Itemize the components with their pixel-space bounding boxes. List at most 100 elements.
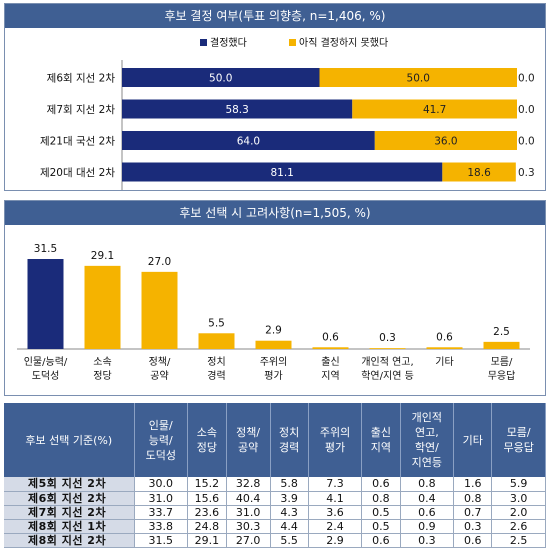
table-cell: 0.8 (361, 491, 401, 506)
bar (84, 265, 121, 349)
data-label: 0.3 (518, 167, 535, 179)
table-cell: 0.6 (361, 477, 401, 492)
factors-chart-title: 후보 선택 시 고려사항(n=1,505, %) (5, 201, 545, 225)
table-cell: 31.0 (134, 491, 189, 506)
table-cell: 24.8 (187, 519, 227, 534)
legend-label-1: 아직 결정하지 못했다 (299, 36, 388, 49)
table-cell: 33.7 (134, 505, 189, 520)
legend-swatch-0 (200, 39, 207, 46)
table-cell: 29.1 (187, 533, 227, 548)
criteria-table: 후보 선택 기준(%) 인물/능력/도덕성 소속 정당 정책/공약 정치 경력 주위의 평가 출신… (4, 403, 546, 548)
column-header: 주위의 평가 (308, 403, 363, 477)
criteria-table-panel: 후보 선택 기준(%) 인물/능력/도덕성 소속 정당 정책/공약 정치 경력 주위의 평가 출신… (4, 403, 546, 548)
bar-segment (319, 68, 517, 87)
bar-segment (122, 68, 320, 87)
factors-chart: 31.5 인물/능력/도덕성 29.1 소속 정당 27.0 정책/공약 5.5 정치 경력 2.9… (17, 243, 530, 382)
table-cell: 2.9 (308, 533, 363, 548)
table-cell: 4.3 (270, 505, 309, 520)
data-label: 36.0 (434, 136, 457, 148)
column-header: 개인적 연고, 학연/지연등 (400, 403, 455, 477)
column-header: 정책/공약 (226, 403, 271, 477)
category-label: 제20대 대선 2차 (40, 167, 115, 179)
data-label: 0.0 (518, 104, 535, 116)
data-label: 31.5 (34, 243, 57, 255)
table-cell: 2.6 (491, 519, 546, 534)
table-cell: 0.3 (400, 533, 455, 548)
category-label: 인물/능력/도덕성 (24, 356, 68, 382)
category-label: 정책/공약 (149, 356, 171, 382)
column-header: 소속 정당 (187, 403, 227, 477)
category-label: 소속 정당 (93, 356, 111, 382)
data-label: 81.1 (270, 167, 293, 179)
bar (312, 347, 349, 349)
data-label: 50.0 (407, 73, 430, 85)
bar (426, 347, 463, 349)
table-row: 제8회 지선 2차 31.5 29.1 27.0 5.5 2.9 0.6 0.3 0.6 2.5 (4, 533, 546, 548)
row-label: 제6회 지선 2차 (4, 491, 135, 506)
category-label: 제6회 지선 2차 (47, 73, 116, 85)
table-cell: 0.6 (361, 533, 401, 548)
bar-segment (352, 99, 517, 119)
table-cell: 27.0 (226, 533, 271, 548)
table-cell: 7.3 (308, 477, 363, 492)
table-cell: 3.9 (270, 491, 309, 506)
table-cell: 0.5 (361, 519, 401, 534)
data-label: 2.9 (265, 325, 282, 337)
bar-segment (122, 99, 353, 119)
table-cell: 4.1 (308, 491, 363, 506)
decision-chart-panel: 후보 결정 여부(투표 의향층, n=1,406, %) 결정했다 아직 결정하지… (4, 3, 546, 220)
table-row: 제6회 지선 2차 31.0 15.6 40.4 3.9 4.1 0.8 0.4 0.8 3.0 (4, 491, 546, 506)
table-row: 제7회 지선 2차 33.7 23.6 31.0 4.3 3.6 0.5 0.6 0.7 2.0 (4, 505, 546, 520)
legend-swatch-1 (289, 39, 296, 46)
row-label: 제5회 지선 2차 (4, 477, 135, 492)
legend-label-0: 결정했다 (210, 36, 247, 49)
table-cell: 5.8 (270, 477, 309, 492)
table-cell: 0.8 (453, 491, 493, 506)
column-header: 출신 지역 (361, 403, 401, 477)
table-cell: 0.4 (400, 491, 455, 506)
data-label: 27.0 (148, 256, 171, 268)
table-header-row: 후보 선택 기준(%) 인물/능력/도덕성 소속 정당 정책/공약 정치 경력 주위의 평가 출신… (4, 403, 546, 477)
table-cell: 33.8 (134, 519, 189, 534)
bar (255, 340, 292, 349)
table-cell: 3.6 (308, 505, 363, 520)
table-cell: 1.6 (453, 477, 493, 492)
data-label: 41.7 (423, 104, 446, 116)
category-label: 제21대 국선 2차 (40, 136, 115, 148)
table-cell: 0.8 (400, 477, 455, 492)
table-cell: 2.4 (308, 519, 363, 534)
table-cell: 30.3 (226, 519, 271, 534)
category-label: 주위의 평가 (260, 355, 288, 382)
category-label: 개인적 연고, 학연/지연 등 (361, 356, 414, 382)
data-label: 64.0 (237, 136, 260, 148)
category-label: 정치 경력 (207, 356, 225, 382)
decision-chart-title: 후보 결정 여부(투표 의향층, n=1,406, %) (5, 4, 545, 28)
table-cell: 31.0 (226, 505, 271, 520)
data-label: 18.6 (467, 167, 491, 179)
category-label: 기타 (435, 356, 453, 368)
data-label: 0.6 (436, 331, 453, 343)
data-label: 50.0 (209, 73, 232, 85)
data-label: 58.3 (225, 104, 248, 116)
table-cell: 5.5 (270, 533, 309, 548)
bar (483, 341, 520, 349)
column-header: 정치 경력 (270, 403, 309, 477)
table-cell: 0.9 (400, 519, 455, 534)
bar (198, 333, 235, 349)
column-header: 모름/무응답 (491, 403, 546, 477)
table-cell: 15.2 (187, 477, 227, 492)
table-cell: 3.0 (491, 491, 546, 506)
category-label: 출신 지역 (321, 356, 339, 382)
data-label: 0.0 (518, 73, 535, 85)
data-label: 0.3 (379, 332, 396, 344)
table-cell: 0.6 (453, 533, 493, 548)
bar-segment (122, 162, 443, 182)
column-header: 인물/능력/도덕성 (134, 403, 189, 477)
table-cell: 2.5 (491, 533, 546, 548)
table-cell: 15.6 (187, 491, 227, 506)
row-label: 제8회 지선 2차 (4, 533, 135, 548)
table-cell: 0.5 (361, 505, 401, 520)
category-label: 모름/무응답 (488, 356, 516, 382)
bar (369, 348, 406, 349)
